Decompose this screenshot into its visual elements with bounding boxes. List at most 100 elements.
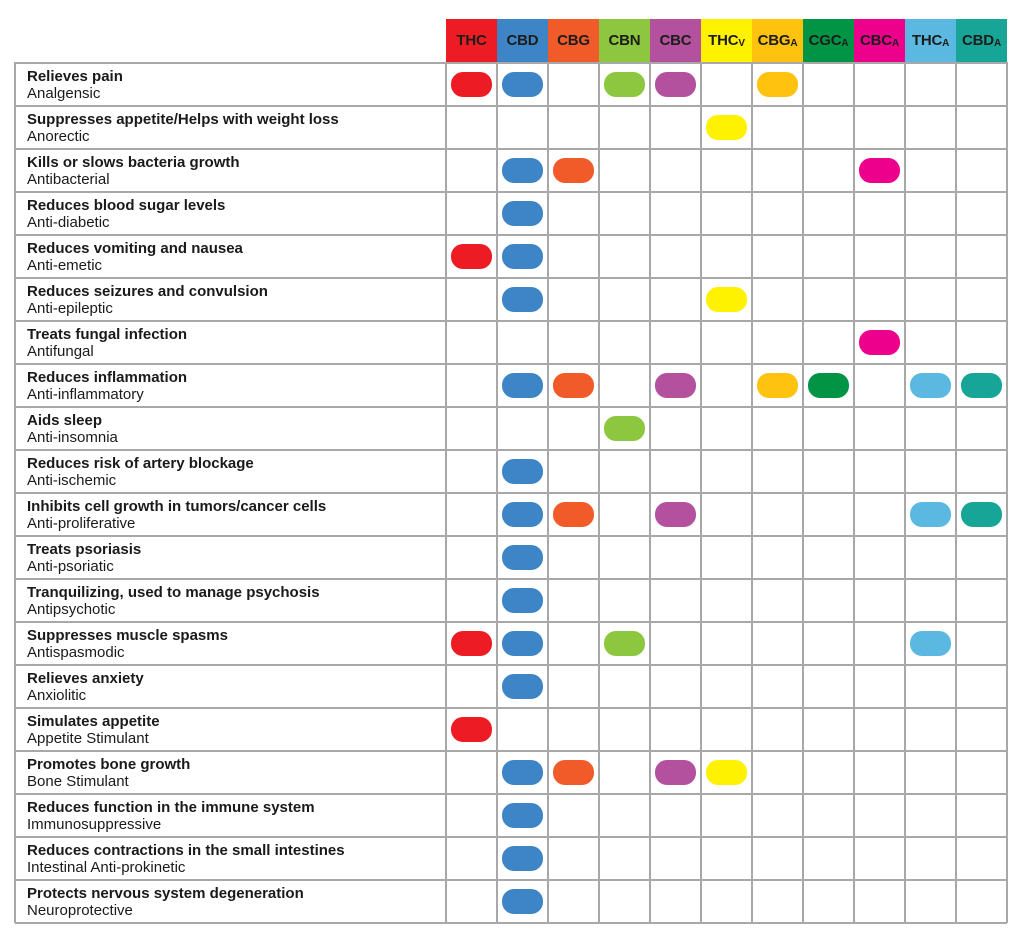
effect-label: Reduces inflammation Anti-inflammatory [15, 364, 446, 407]
grid-cell-cbga [752, 106, 803, 149]
grid-cell-cbn [599, 235, 650, 278]
grid-cell-cbn [599, 407, 650, 450]
grid-line-horizontal [15, 707, 1007, 709]
effect-label: Kills or slows bacteria growth Antibacter… [15, 149, 446, 192]
effect-label: Reduces blood sugar levels Anti-diabetic [15, 192, 446, 235]
column-header-cbda: CBD A [956, 19, 1007, 62]
grid-cell-thc [446, 407, 497, 450]
effect-marker-pill [502, 803, 543, 828]
grid-cell-cbd [497, 364, 548, 407]
effect-marker-pill [706, 760, 747, 785]
grid-cell-cgca [803, 751, 854, 794]
effect-marker-pill [604, 631, 645, 656]
grid-line-vertical [547, 62, 549, 923]
grid-cell-cbc [650, 450, 701, 493]
grid-line-horizontal [15, 793, 1007, 795]
grid-cell-cbg [548, 192, 599, 235]
grid-cell-cbda [956, 63, 1007, 106]
grid-cell-cbn [599, 536, 650, 579]
effect-label: Tranquilizing, used to manage psychosis A… [15, 579, 446, 622]
effect-row: Reduces inflammation Anti-inflammatory [15, 364, 1008, 407]
grid-cell-thc [446, 751, 497, 794]
grid-cell-thcv [701, 665, 752, 708]
effect-term: Intestinal Anti-prokinetic [27, 859, 186, 876]
grid-cell-cbda [956, 536, 1007, 579]
grid-cell-cbda [956, 450, 1007, 493]
effect-marker-pill [910, 631, 951, 656]
grid-cell-thc [446, 192, 497, 235]
column-header-label: CBN [608, 32, 641, 49]
grid-cell-cbca [854, 106, 905, 149]
effect-description: Treats psoriasis [27, 541, 142, 558]
grid-cell-cgca [803, 536, 854, 579]
grid-cell-cbn [599, 149, 650, 192]
grid-cell-thca [905, 450, 956, 493]
grid-cell-cbga [752, 622, 803, 665]
grid-cell-thcv [701, 364, 752, 407]
grid-line-vertical [700, 62, 702, 923]
grid-cell-cbg [548, 880, 599, 923]
effect-marker-pill [502, 244, 543, 269]
grid-cell-cbca [854, 837, 905, 880]
grid-cell-cbg [548, 536, 599, 579]
grid-cell-cbn [599, 321, 650, 364]
grid-cell-cbg [548, 708, 599, 751]
grid-cell-thc [446, 106, 497, 149]
grid-cell-thcv [701, 622, 752, 665]
effect-marker-pill [451, 72, 492, 97]
grid-cell-cbga [752, 63, 803, 106]
grid-cell-cbga [752, 880, 803, 923]
effect-description: Relieves anxiety [27, 670, 144, 687]
grid-cell-thca [905, 493, 956, 536]
grid-cell-cbc [650, 708, 701, 751]
grid-cell-cbca [854, 364, 905, 407]
grid-cell-cbc [650, 622, 701, 665]
grid-line-horizontal [15, 105, 1007, 107]
effect-row: Tranquilizing, used to manage psychosis A… [15, 579, 1008, 622]
grid-cell-thc [446, 665, 497, 708]
grid-cell-cgca [803, 493, 854, 536]
column-header-cgca: CGC A [803, 19, 854, 62]
effect-marker-pill [757, 72, 798, 97]
grid-cell-cbca [854, 536, 905, 579]
grid-line-horizontal [15, 62, 1007, 64]
effect-description: Suppresses appetite/Helps with weight lo… [27, 111, 339, 128]
grid-cell-cgca [803, 794, 854, 837]
grid-line-horizontal [15, 836, 1007, 838]
grid-line-horizontal [15, 664, 1007, 666]
grid-cell-cbg [548, 407, 599, 450]
grid-cell-cbd [497, 321, 548, 364]
grid-line-vertical [751, 62, 753, 923]
grid-cell-cbd [497, 665, 548, 708]
effect-marker-pill [757, 373, 798, 398]
column-header-subscript: V [738, 38, 745, 49]
grid-cell-cgca [803, 708, 854, 751]
grid-line-horizontal [15, 750, 1007, 752]
grid-cell-cgca [803, 63, 854, 106]
grid-cell-cgca [803, 579, 854, 622]
grid-cell-thca [905, 149, 956, 192]
grid-cell-cbg [548, 622, 599, 665]
column-header-label: CBC [860, 32, 892, 49]
column-header-cbg: CBG [548, 19, 599, 62]
grid-cell-thca [905, 837, 956, 880]
effect-marker-pill [910, 373, 951, 398]
grid-cell-cbg [548, 450, 599, 493]
column-header-label: THC [708, 32, 739, 49]
grid-cell-cbga [752, 751, 803, 794]
grid-cell-cgca [803, 837, 854, 880]
grid-cell-cbga [752, 536, 803, 579]
grid-cell-cbca [854, 407, 905, 450]
effect-label: Suppresses appetite/Helps with weight lo… [15, 106, 446, 149]
effect-term: Anti-inflammatory [27, 386, 144, 403]
grid-cell-cbca [854, 450, 905, 493]
grid-line-horizontal [15, 277, 1007, 279]
effect-marker-pill [655, 373, 696, 398]
grid-cell-cbn [599, 708, 650, 751]
grid-cell-cbn [599, 579, 650, 622]
grid-cell-cbg [548, 794, 599, 837]
effect-description: Protects nervous system degeneration [27, 885, 304, 902]
grid-cell-cgca [803, 407, 854, 450]
grid-line-horizontal [15, 363, 1007, 365]
effect-description: Reduces function in the immune system [27, 799, 315, 816]
